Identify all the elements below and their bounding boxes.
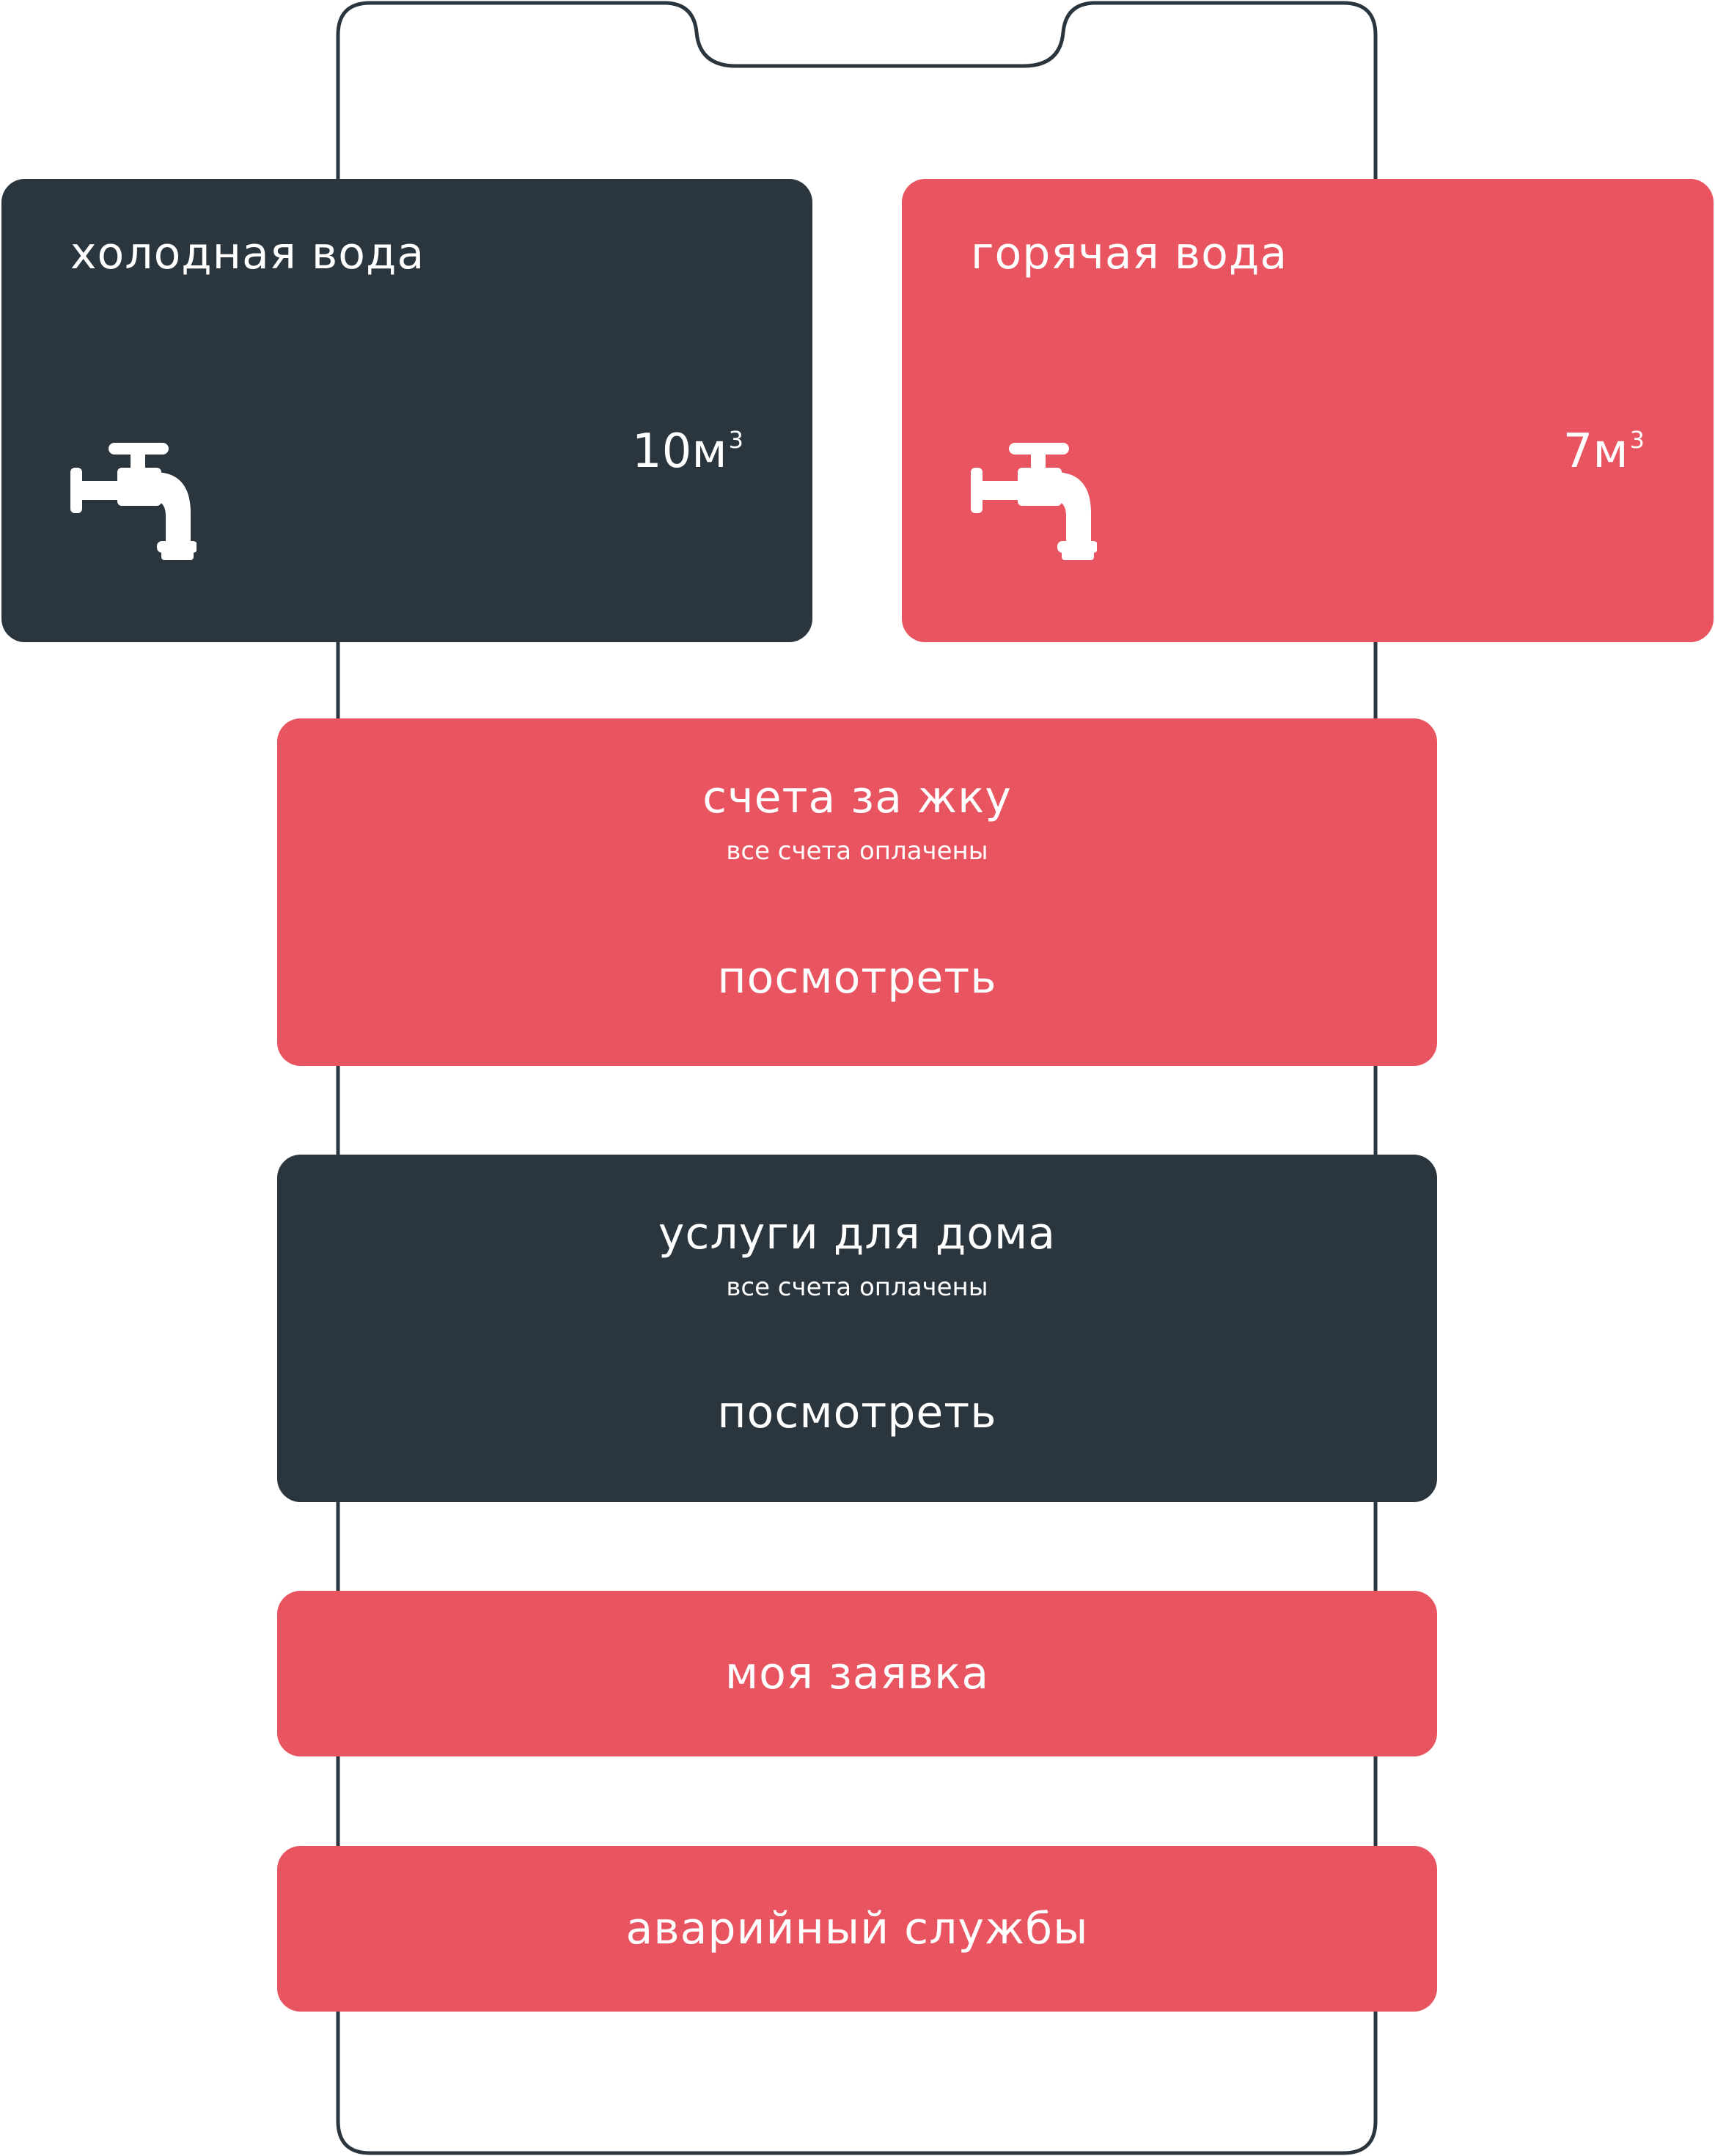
my-request-label: моя заявка xyxy=(724,1648,990,1699)
unit-superscript: 3 xyxy=(1629,426,1645,454)
bills-card: счета за жку все счета оплачены посмотре… xyxy=(277,718,1437,1066)
emergency-services-button[interactable]: аварийный службы xyxy=(277,1846,1437,2012)
home-services-card: услуги для дома все счета оплачены посмо… xyxy=(277,1155,1437,1502)
home-services-view-button[interactable]: посмотреть xyxy=(717,1387,997,1438)
bills-view-button[interactable]: посмотреть xyxy=(717,952,997,1004)
home-services-subtitle: все счета оплачены xyxy=(726,1273,988,1302)
cold-water-volume: 10м3 xyxy=(631,424,743,479)
bills-subtitle: все счета оплачены xyxy=(726,836,988,866)
hot-water-card[interactable]: горячая вода 7м3 Декабрь 2023 xyxy=(902,179,1714,755)
cold-water-title: холодная вода xyxy=(70,228,425,279)
emergency-services-label: аварийный службы xyxy=(625,1903,1089,1954)
bills-title: счета за жку xyxy=(702,772,1012,823)
home-services-title: услуги для дома xyxy=(658,1208,1057,1259)
hot-water-title: горячая вода xyxy=(971,228,1288,279)
hot-water-volume: 7м3 xyxy=(1562,424,1645,479)
faucet-icon xyxy=(971,443,1097,560)
unit-superscript: 3 xyxy=(728,426,743,454)
cold-water-card[interactable]: холодная вода 10м3 Декабрь 2023 xyxy=(1,179,812,755)
faucet-icon xyxy=(70,443,197,560)
my-request-button[interactable]: моя заявка xyxy=(277,1591,1437,1756)
